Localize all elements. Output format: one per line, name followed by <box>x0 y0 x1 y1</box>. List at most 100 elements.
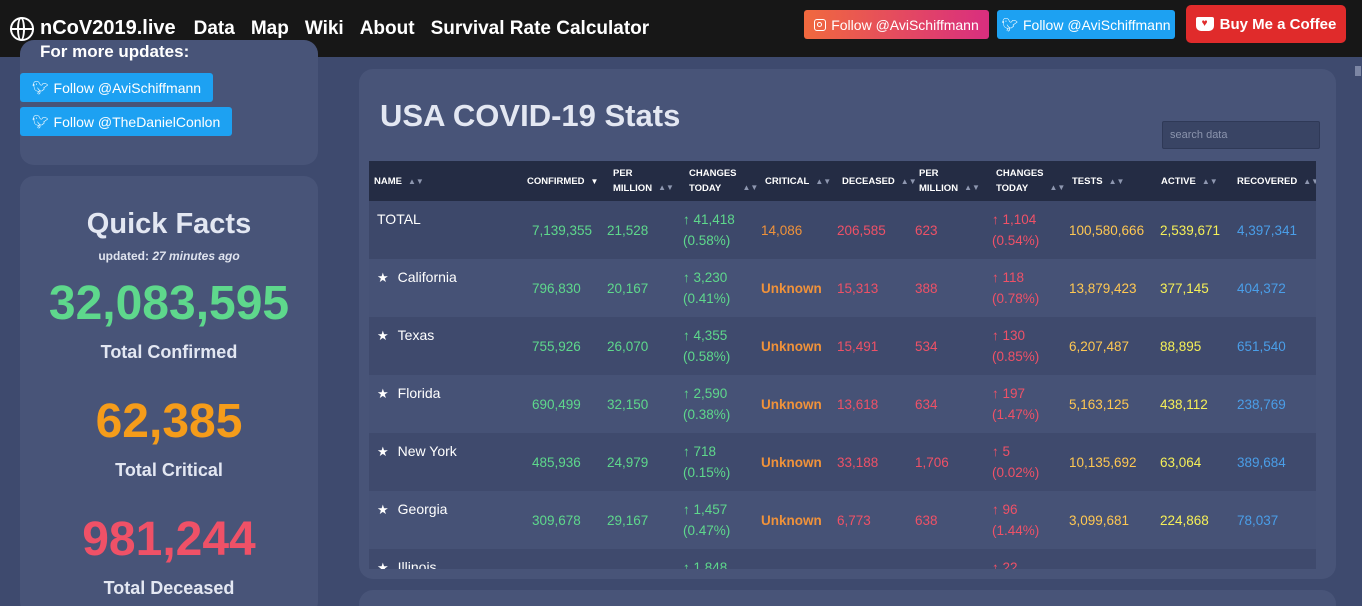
brand-link[interactable]: nCoV2019.live <box>10 16 176 41</box>
table-row[interactable]: ★ New York 485,936 24,979 ↑ 718 (0.15%) Unknow… <box>369 433 1316 491</box>
recovered-cell: 238,769 <box>1237 397 1286 412</box>
star-icon[interactable]: ★ <box>377 502 389 517</box>
search-input[interactable] <box>1162 121 1320 149</box>
star-icon[interactable]: ★ <box>377 328 389 343</box>
sort-icon: ▲▼ <box>407 176 424 186</box>
table-row[interactable]: ★ California 796,830 20,167 ↑ 3,230 (0.41%) Un… <box>369 259 1316 317</box>
deceased-change-cell: ↑ 197 <box>992 386 1026 401</box>
star-icon[interactable]: ★ <box>377 386 389 401</box>
change-today-cell: ↑ 41,418 <box>683 212 735 227</box>
nav-link-data[interactable]: Data <box>193 17 235 39</box>
confirmed-cell: 755,926 <box>532 339 581 354</box>
change-today-cell: ↑ 718 <box>683 444 717 459</box>
follow-avi-button[interactable]: 🐦︎ Follow @AviSchiffmann <box>20 73 214 102</box>
column-label: ACTIVE <box>1161 175 1196 187</box>
column-label: CRITICAL <box>765 175 810 187</box>
column-header-tests[interactable]: TESTS ▲▼ <box>1072 161 1124 201</box>
critical-cell: Unknown <box>761 339 822 354</box>
change-today-cell: ↑ 1,457 <box>683 502 728 517</box>
deceased-per-million-cell: 634 <box>915 397 938 412</box>
column-header-confirmed[interactable]: CONFIRMED ▼ <box>527 161 598 201</box>
change-pct-cell: (0.58%) <box>683 233 731 248</box>
social-card: For more updates: <box>20 40 318 165</box>
quick-facts-card: Quick Facts updated: 27 minutes ago 32,0… <box>20 176 318 606</box>
instagram-follow-button[interactable]: Follow @AviSchiffmann <box>804 10 989 39</box>
twitter-bird-icon: 🐦︎ <box>1001 16 1018 32</box>
column-header-deceased-changes-today[interactable]: CHANGES TODAY ▲▼ <box>996 161 1065 201</box>
deceased-change-cell: ↑ 5 <box>992 444 1011 459</box>
table-header: NAME ▲▼ CONFIRMED ▼ PER MILLION ▲▼ CHANGES TO… <box>369 161 1316 201</box>
column-label: DECEASED <box>842 175 895 187</box>
table-row[interactable]: ★ Texas 755,926 26,070 ↑ 4,355 (0.58%) Unknown… <box>369 317 1316 375</box>
deceased-change-cell: ↑ 118 <box>992 270 1025 285</box>
sort-icon: ▲▼ <box>900 176 917 186</box>
buy-me-a-coffee-button[interactable]: ♥ Buy Me a Coffee <box>1186 5 1346 43</box>
per-million-cell: 29,167 <box>607 513 649 528</box>
column-header-changes-today[interactable]: CHANGES TODAY ▲▼ <box>689 161 758 201</box>
table-row[interactable]: ★ Illinois ↑ 1,848 ↑ 22 <box>369 549 1316 569</box>
recovered-cell: 78,037 <box>1237 513 1279 528</box>
per-million-cell: 20,167 <box>607 281 649 296</box>
globe-icon <box>10 16 34 41</box>
change-today-cell: ↑ 1,848 <box>683 560 728 569</box>
tests-cell: 6,207,487 <box>1069 339 1130 354</box>
row-name-label: Texas <box>397 327 435 343</box>
deceased-change-cell: ↑ 130 <box>992 328 1026 343</box>
deceased-pct-cell: (0.54%) <box>992 233 1040 248</box>
change-pct-cell: (0.47%) <box>683 523 731 538</box>
active-cell: 2,539,671 <box>1160 223 1221 238</box>
tests-cell: 3,099,681 <box>1069 513 1130 528</box>
table-row-total[interactable]: TOTAL 7,139,355 21,528 ↑ 41,418 (0.58%) 14,08… <box>369 201 1316 259</box>
column-header-deceased-per-million[interactable]: PER MILLION ▲▼ <box>919 161 980 201</box>
star-icon[interactable]: ★ <box>377 444 389 459</box>
confirmed-cell: 796,830 <box>532 281 581 296</box>
active-cell: 63,064 <box>1160 455 1202 470</box>
page-scroll-thumb[interactable] <box>1355 66 1361 76</box>
deceased-change-cell: ↑ 22 <box>992 560 1018 569</box>
star-icon[interactable]: ★ <box>377 270 389 285</box>
per-million-cell: 26,070 <box>607 339 649 354</box>
deceased-pct-cell: (0.02%) <box>992 465 1040 480</box>
nav-link-about[interactable]: About <box>359 17 415 39</box>
star-icon[interactable]: ★ <box>377 560 389 569</box>
tests-cell: 100,580,666 <box>1069 223 1145 238</box>
change-pct-cell: (0.58%) <box>683 349 731 364</box>
column-header-deceased[interactable]: DECEASED ▲▼ <box>842 161 917 201</box>
table-row[interactable]: ★ Florida 690,499 32,150 ↑ 2,590 (0.38%) Unkno… <box>369 375 1316 433</box>
column-header-critical[interactable]: CRITICAL ▲▼ <box>765 161 831 201</box>
nav-link-wiki[interactable]: Wiki <box>304 17 344 39</box>
column-header-active[interactable]: ACTIVE ▲▼ <box>1161 161 1218 201</box>
row-name-label: Florida <box>397 385 441 401</box>
deceased-per-million-cell: 388 <box>915 281 938 296</box>
column-header-recovered[interactable]: RECOVERED ▲▼ <box>1237 161 1316 201</box>
column-header-per-million[interactable]: PER MILLION ▲▼ <box>613 161 674 201</box>
deceased-cell: 15,313 <box>837 281 879 296</box>
nav-link-map[interactable]: Map <box>250 17 289 39</box>
nav-link-survival-calculator[interactable]: Survival Rate Calculator <box>430 17 650 39</box>
change-today-cell: ↑ 3,230 <box>683 270 728 285</box>
deceased-per-million-cell: 1,706 <box>915 455 949 470</box>
coffee-cup-icon: ♥ <box>1195 17 1214 31</box>
sort-icon: ▲▼ <box>658 182 674 192</box>
confirmed-cell: 485,936 <box>532 455 581 470</box>
recovered-cell: 389,684 <box>1237 455 1286 470</box>
deceased-pct-cell: (1.47%) <box>992 407 1040 422</box>
column-label: RECOVERED <box>1237 175 1298 187</box>
twitter-bird-icon: 🐦︎ <box>32 79 49 95</box>
twitter-follow-button[interactable]: 🐦︎ Follow @AviSchiffmann <box>997 10 1175 39</box>
total-confirmed-value: 32,083,595 <box>48 277 290 330</box>
sort-icon: ▲▼ <box>1201 176 1218 186</box>
change-today-cell: ↑ 4,355 <box>683 328 728 343</box>
total-critical-label: Total Critical <box>115 460 223 480</box>
row-name: ★ Florida <box>377 383 440 404</box>
page-scrollbar[interactable] <box>1353 60 1362 606</box>
column-label: CHANGES TODAY <box>996 168 1044 194</box>
critical-cell: 14,086 <box>761 223 803 238</box>
sort-icon: ▲▼ <box>964 182 980 192</box>
follow-daniel-button[interactable]: 🐦︎ Follow @TheDanielConlon <box>20 107 233 136</box>
quick-facts-title: Quick Facts <box>86 208 252 240</box>
row-name-label: New York <box>397 443 457 459</box>
column-header-name[interactable]: NAME ▲▼ <box>374 161 424 201</box>
brand-name: nCoV2019.live <box>40 17 176 39</box>
table-row[interactable]: ★ Georgia 309,678 29,167 ↑ 1,457 (0.47%) Unkno… <box>369 491 1316 549</box>
